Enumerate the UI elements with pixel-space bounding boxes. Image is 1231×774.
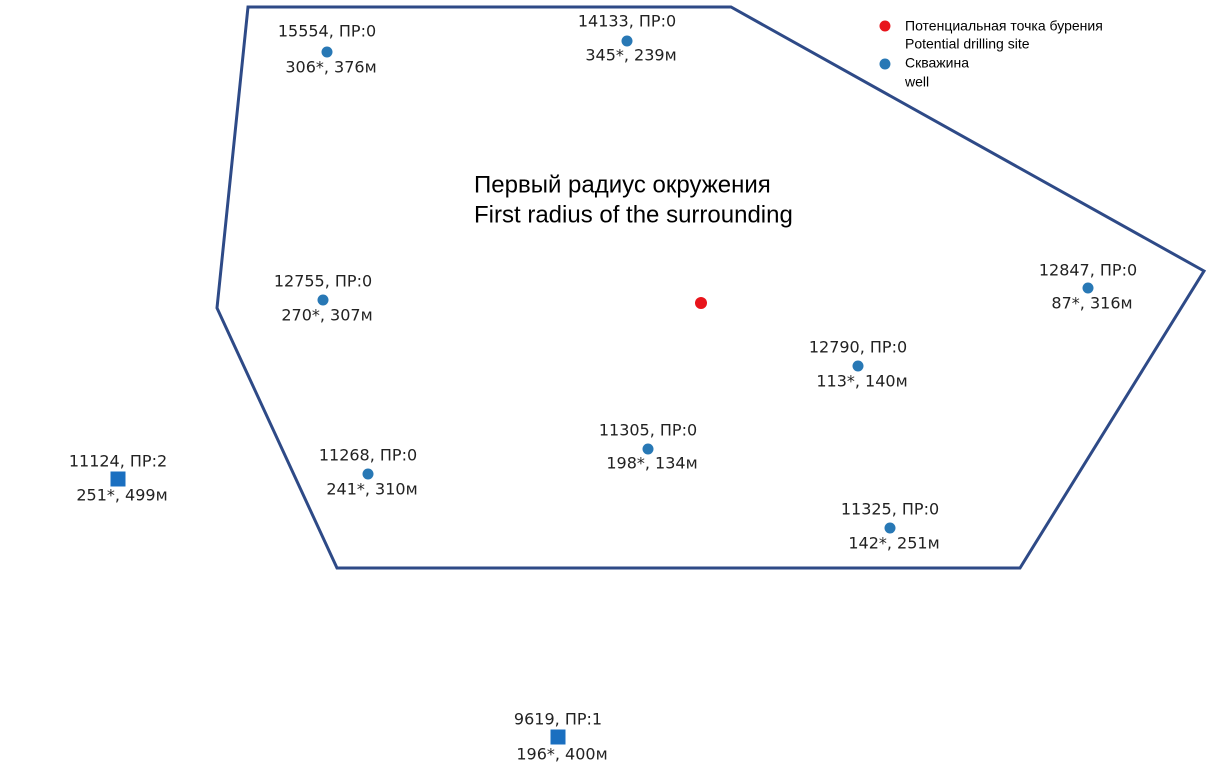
well-label: 11325, ПР:0 [841,500,939,519]
well-marker [642,443,654,455]
well-marker [884,522,896,534]
well-detail: 87*, 316м [1051,294,1132,313]
legend-label: well [904,74,929,90]
well-detail: 241*, 310м [326,480,417,499]
well-marker [550,729,566,745]
radius-boundary [215,5,1207,570]
well-detail: 251*, 499м [76,486,167,505]
well-label: 12755, ПР:0 [274,272,372,291]
well-label: 11305, ПР:0 [599,421,697,440]
well-detail: 270*, 307м [281,306,372,325]
well-label: 15554, ПР:0 [278,22,376,41]
well-marker [317,294,329,306]
drilling-site [695,297,707,309]
well-detail: 196*, 400м [516,745,607,764]
legend-marker [879,58,891,70]
well-detail: 198*, 134м [606,454,697,473]
well-marker [852,360,864,372]
well-label: 12790, ПР:0 [809,338,907,357]
region-title: Первый радиус окружения [474,171,771,198]
well-detail: 113*, 140м [816,372,907,391]
well-marker [621,35,633,47]
well-label: 14133, ПР:0 [578,12,676,31]
well-marker [362,468,374,480]
well-marker [321,46,333,58]
legend-label: Potential drilling site [905,36,1030,52]
well-marker [110,471,126,487]
legend-marker [879,20,891,32]
well-label: 11124, ПР:2 [69,452,167,471]
legend-label: Потенциальная точка бурения [905,18,1103,34]
well-detail: 345*, 239м [585,46,676,65]
well-label: 12847, ПР:0 [1039,261,1137,280]
well-detail: 142*, 251м [848,534,939,553]
region-title: First radius of the surrounding [474,201,793,228]
legend-label: Скважина [905,55,969,71]
well-detail: 306*, 376м [285,58,376,77]
well-label: 11268, ПР:0 [319,446,417,465]
well-label: 9619, ПР:1 [514,710,602,729]
well-marker [1082,282,1094,294]
